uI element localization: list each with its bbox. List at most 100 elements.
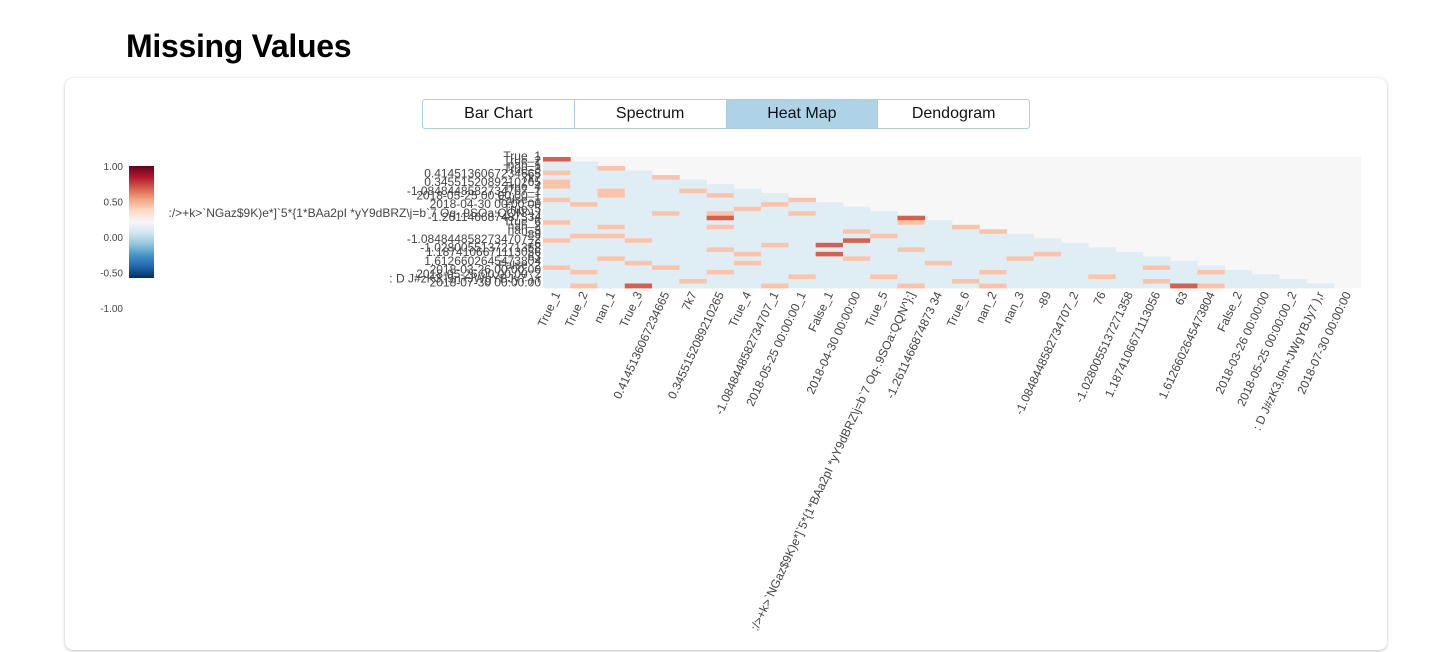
chart-card: Bar Chart Spectrum Heat Map Dendogram 1.…	[65, 78, 1387, 650]
heatmap-cell	[952, 233, 980, 239]
heatmap-cell	[570, 170, 598, 176]
heatmap-cell	[706, 269, 735, 275]
heatmap-cell	[979, 274, 1007, 280]
heatmap-cell	[733, 233, 762, 239]
heatmap-cell	[870, 256, 898, 262]
heatmap-cell	[979, 283, 1007, 289]
heatmap-cell	[733, 197, 762, 203]
heatmap-y-label: True_5	[503, 201, 541, 215]
heatmap-cell	[1142, 260, 1171, 266]
heatmap-cell	[1061, 247, 1089, 253]
heatmap-cell	[597, 274, 626, 280]
heatmap-cell	[870, 238, 898, 244]
heatmap-cell	[1006, 283, 1035, 289]
heatmap-cell	[1033, 242, 1062, 248]
heatmap-cell	[570, 215, 598, 221]
heatmap-cell	[1170, 283, 1198, 289]
heatmap-cell	[733, 193, 762, 199]
heatmap-cell	[652, 197, 680, 203]
heatmap-cell	[597, 175, 626, 180]
heatmap-cell	[870, 211, 898, 217]
heatmap-y-label: 63	[528, 249, 542, 263]
heatmap-cell	[543, 260, 571, 266]
heatmap-cell	[733, 251, 762, 257]
heatmap-cell	[815, 256, 844, 262]
heatmap-cell	[842, 224, 871, 230]
heatmap-cell	[624, 202, 653, 208]
heatmap-cell	[815, 233, 844, 239]
heatmap-cell	[597, 197, 626, 203]
heatmap-cell	[979, 265, 1007, 271]
heatmap-cell	[543, 175, 571, 180]
heatmap-cell	[543, 251, 571, 257]
heatmap-cell	[924, 238, 953, 244]
heatmap-y-label: 76	[528, 236, 542, 250]
heatmap-cell	[1033, 247, 1062, 253]
heatmap-cell	[597, 260, 626, 266]
heatmap-cell	[570, 224, 598, 230]
heatmap-cell	[679, 215, 707, 221]
heatmap-cell	[624, 175, 653, 180]
heatmap-cell	[1088, 256, 1116, 262]
tab-heat-map[interactable]: Heat Map	[725, 99, 879, 129]
heatmap-cell	[597, 278, 626, 284]
heatmap-cell	[1115, 265, 1144, 271]
heatmap-cell	[1033, 274, 1062, 280]
heatmap-cell	[761, 233, 789, 239]
tab-bar-chart[interactable]: Bar Chart	[422, 99, 575, 129]
heatmap-cell	[815, 206, 844, 212]
heatmap-cell	[1279, 283, 1307, 289]
heatmap-cell	[761, 224, 789, 230]
heatmap-cell	[788, 202, 817, 208]
tab-dendogram[interactable]: Dendogram	[877, 99, 1030, 129]
view-tabs: Bar Chart Spectrum Heat Map Dendogram	[422, 99, 1030, 129]
heatmap-x-label: False_2	[1214, 289, 1245, 334]
heatmap-cell	[924, 256, 953, 262]
heatmap-cell	[679, 233, 707, 239]
heatmap-cell	[652, 184, 680, 190]
heatmap-cell	[788, 269, 817, 275]
heatmap-cell	[652, 260, 680, 266]
tab-spectrum[interactable]: Spectrum	[573, 99, 727, 129]
heatmap-cell	[624, 188, 653, 194]
heatmap-cell	[842, 238, 871, 244]
heatmap-cell	[597, 283, 626, 289]
heatmap-cell	[624, 247, 653, 253]
heatmap-cell	[624, 184, 653, 190]
heatmap-cell	[570, 193, 598, 199]
heatmap-cell	[570, 175, 598, 180]
heatmap-cell	[543, 166, 571, 171]
heatmap-cell	[897, 274, 926, 280]
heatmap-cell	[733, 247, 762, 253]
heatmap-cell	[543, 206, 571, 212]
heatmap-cell	[788, 274, 817, 280]
heatmap-cell	[1006, 251, 1035, 257]
heatmap-cell	[897, 256, 926, 262]
heatmap-cell	[543, 202, 571, 208]
heatmap-cell	[679, 220, 707, 226]
heatmap-y-label: 2018-04-30 00:00:00	[430, 197, 542, 211]
heatmap-cell	[624, 242, 653, 248]
heatmap-cell	[679, 256, 707, 262]
heatmap-x-label: nan_2	[973, 289, 1000, 325]
heatmap-cell	[1088, 283, 1116, 289]
heatmap-cell	[652, 269, 680, 275]
heatmap-y-label: nan_2	[508, 219, 542, 233]
heatmap-cell	[570, 233, 598, 239]
heatmap-cell	[1142, 283, 1171, 289]
heatmap-cell	[624, 170, 653, 176]
heatmap-cell	[842, 269, 871, 275]
heatmap-cell	[815, 202, 844, 208]
heatmap-cell	[952, 260, 980, 266]
heatmap-cell	[679, 229, 707, 235]
heatmap-cell	[679, 179, 707, 185]
heatmap-cell	[652, 202, 680, 208]
heatmap-cell	[570, 242, 598, 248]
heatmap-cell	[761, 251, 789, 257]
heatmap-cell	[1088, 274, 1116, 280]
heatmap-cell	[1170, 260, 1198, 266]
heatmap-cell	[788, 256, 817, 262]
heatmap-cell	[979, 247, 1007, 253]
heatmap-cell	[652, 247, 680, 253]
heatmap-cell	[1251, 274, 1280, 280]
